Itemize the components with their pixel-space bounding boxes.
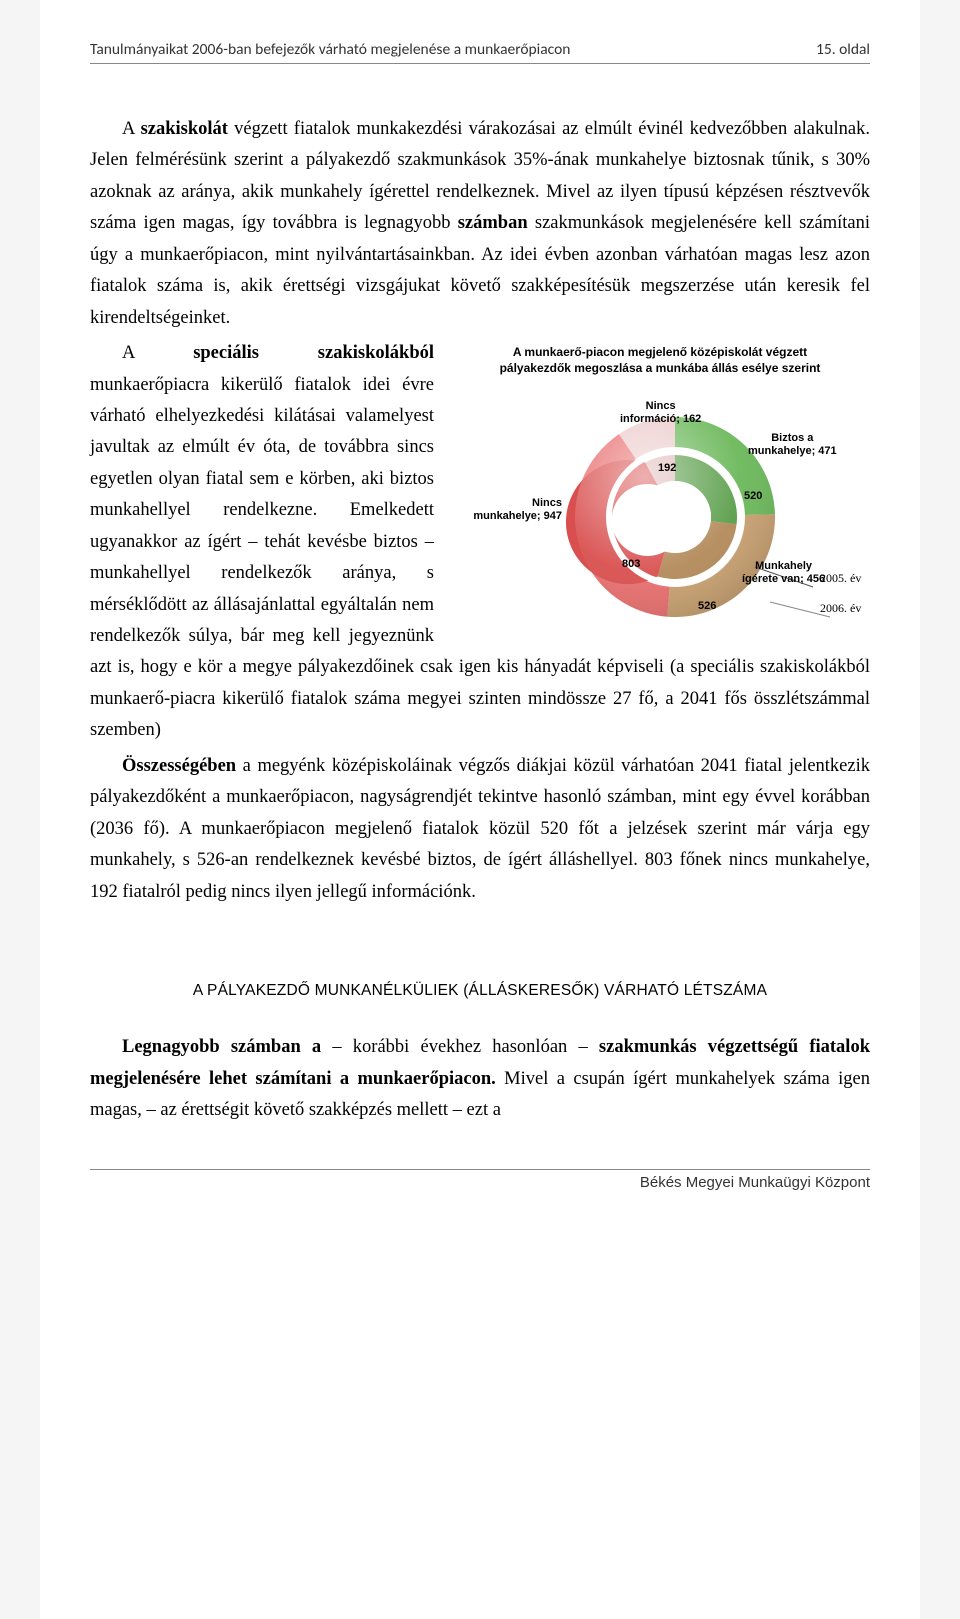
lbl-biztos: Biztos a munkahelye; 471	[748, 432, 837, 457]
section-heading: A PÁLYAKEZDŐ MUNKANÉLKÜLIEK (ÁLLÁSKERESŐ…	[90, 978, 870, 1004]
paragraph-3: Összességében a megyénk középiskoláinak …	[90, 751, 870, 908]
legend-2005: 2005. év	[820, 568, 861, 588]
paragraph-4: Legnagyobb számban a – korábbi évekhez h…	[90, 1032, 870, 1126]
lbl-520: 520	[744, 490, 762, 503]
legend-2006: 2006. év	[820, 598, 861, 618]
donut-chart: A munkaerő-piacon megjelenő középiskolát…	[450, 344, 870, 642]
lbl-803: 803	[622, 558, 640, 571]
chart-title: A munkaerő-piacon megjelenő középiskolát…	[450, 344, 870, 376]
paragraph-1: A szakiskolát végzett fiatalok munkakezd…	[90, 114, 870, 334]
footer-text: Békés Megyei Munkaügyi Központ	[640, 1174, 870, 1191]
donut-wrap: Nincs információ; 162 Biztos a munkahely…	[450, 382, 870, 642]
lbl-526: 526	[698, 600, 716, 613]
header-page-number: 15. oldal	[816, 40, 870, 59]
header-title: Tanulmányaikat 2006-ban befejezők várhat…	[90, 40, 570, 59]
page-header: Tanulmányaikat 2006-ban befejezők várhat…	[90, 40, 870, 64]
lbl-nincs-info: Nincs információ; 162	[620, 400, 701, 425]
page-footer: Békés Megyei Munkaügyi Központ	[90, 1169, 870, 1191]
body-content: A szakiskolát végzett fiatalok munkakezd…	[90, 114, 870, 1131]
lbl-192: 192	[658, 462, 676, 475]
lbl-igeret: Munkahely ígérete van; 456	[742, 560, 825, 585]
lbl-nincs-mh: Nincs munkahelye; 947	[472, 497, 562, 522]
